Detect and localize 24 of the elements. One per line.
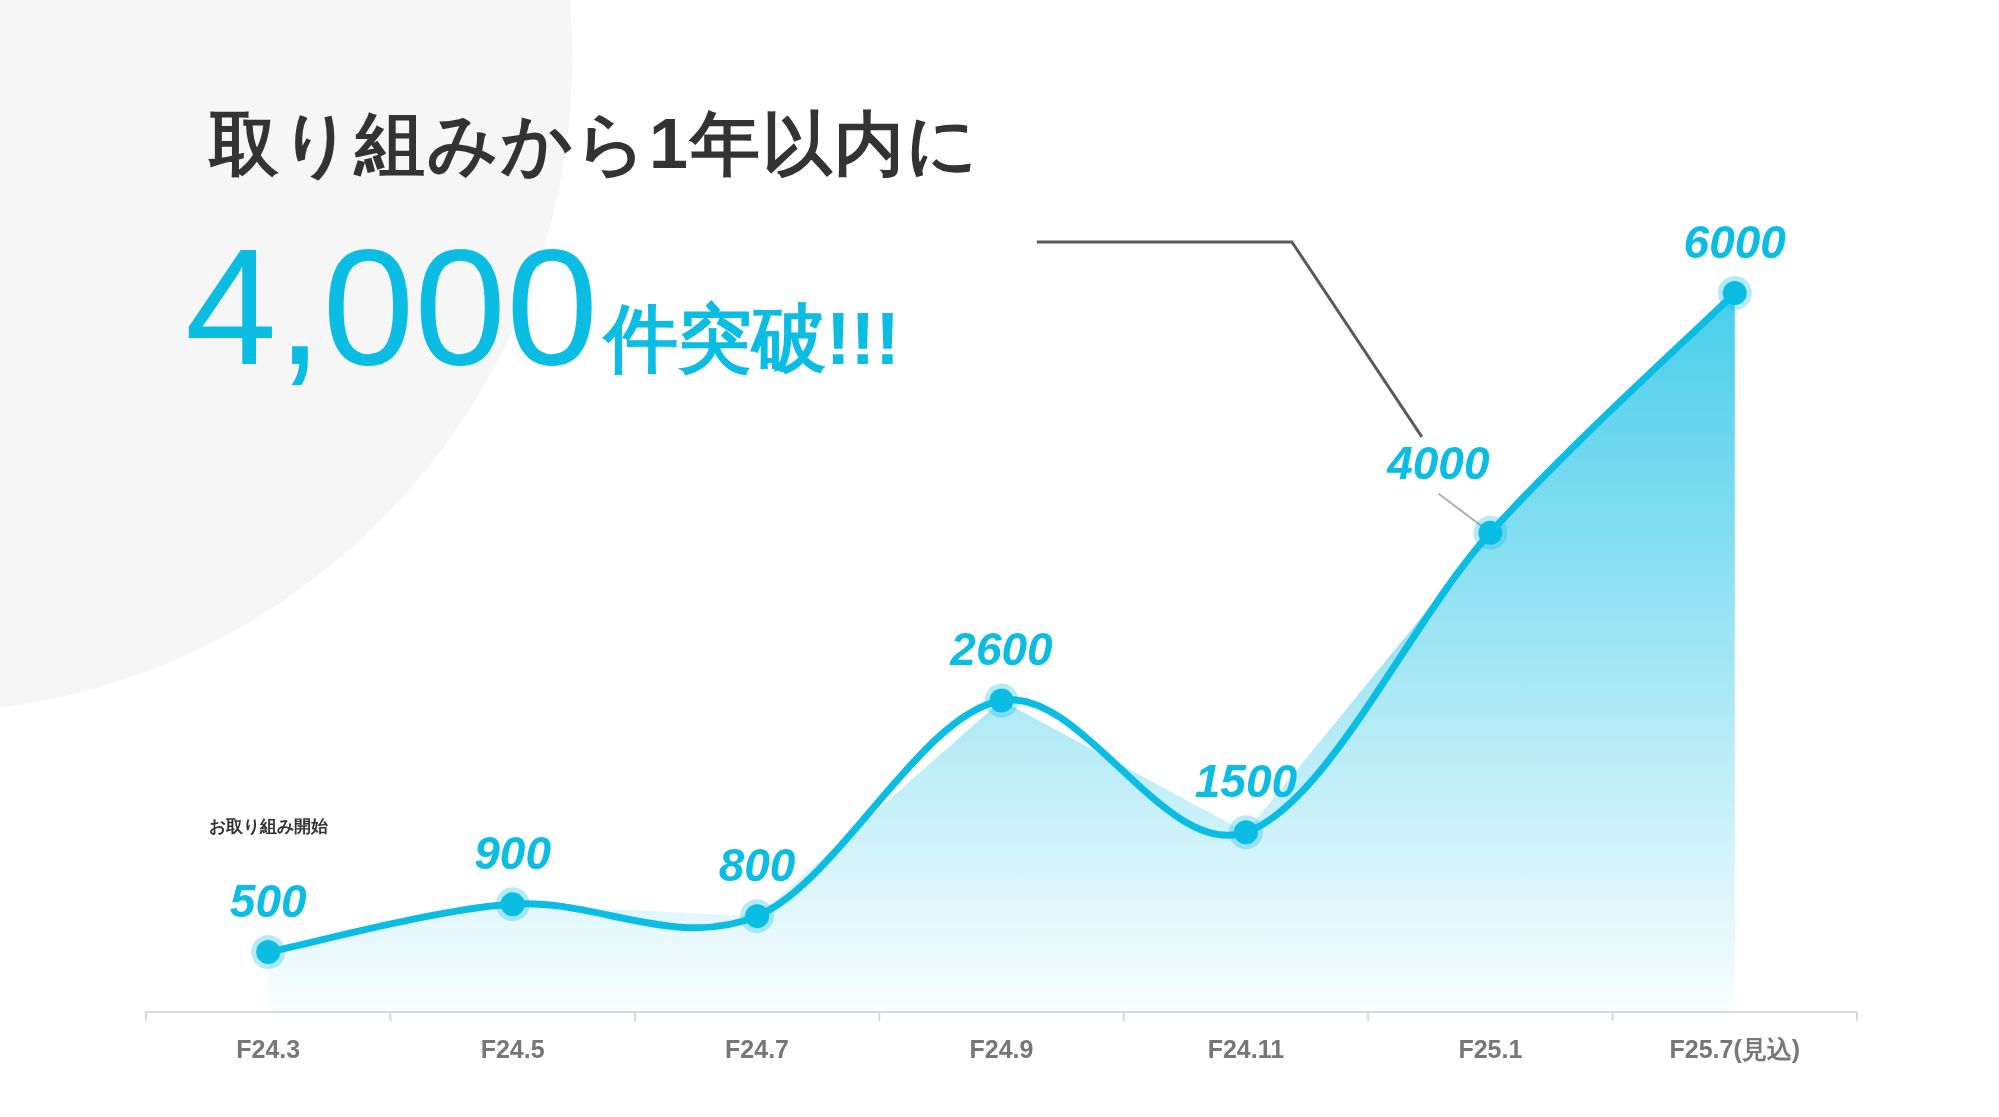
x-tick-label: F24.7 [725, 1035, 790, 1063]
data-label: 1500 [1194, 755, 1298, 808]
point [1717, 276, 1752, 310]
data-label: 6000 [1683, 216, 1787, 268]
point [1473, 515, 1508, 550]
chart-title: 取り組みから1年以内に [208, 105, 980, 183]
data-label: 800 [718, 839, 796, 892]
data-label: 4000 [1386, 437, 1490, 490]
annotation: 4,000件突破!!! [185, 215, 900, 399]
x-tick-label: F24.5 [480, 1035, 545, 1063]
x-tick-label: F25.7(見込) [1669, 1035, 1801, 1063]
point [1228, 815, 1263, 850]
data-label: 900 [474, 827, 552, 880]
annotation: お取り組み開始 [208, 817, 329, 837]
point [984, 683, 1019, 718]
x-tick-label: F24.9 [969, 1035, 1034, 1063]
data-label: 500 [229, 875, 308, 928]
data-label: 2600 [949, 623, 1054, 676]
x-tick-label: F25.1 [1458, 1035, 1523, 1063]
point [251, 935, 286, 970]
x-tick-label: F24.11 [1207, 1035, 1285, 1063]
point [740, 899, 775, 934]
point [495, 887, 530, 922]
x-tick-label: F24.3 [236, 1035, 301, 1063]
